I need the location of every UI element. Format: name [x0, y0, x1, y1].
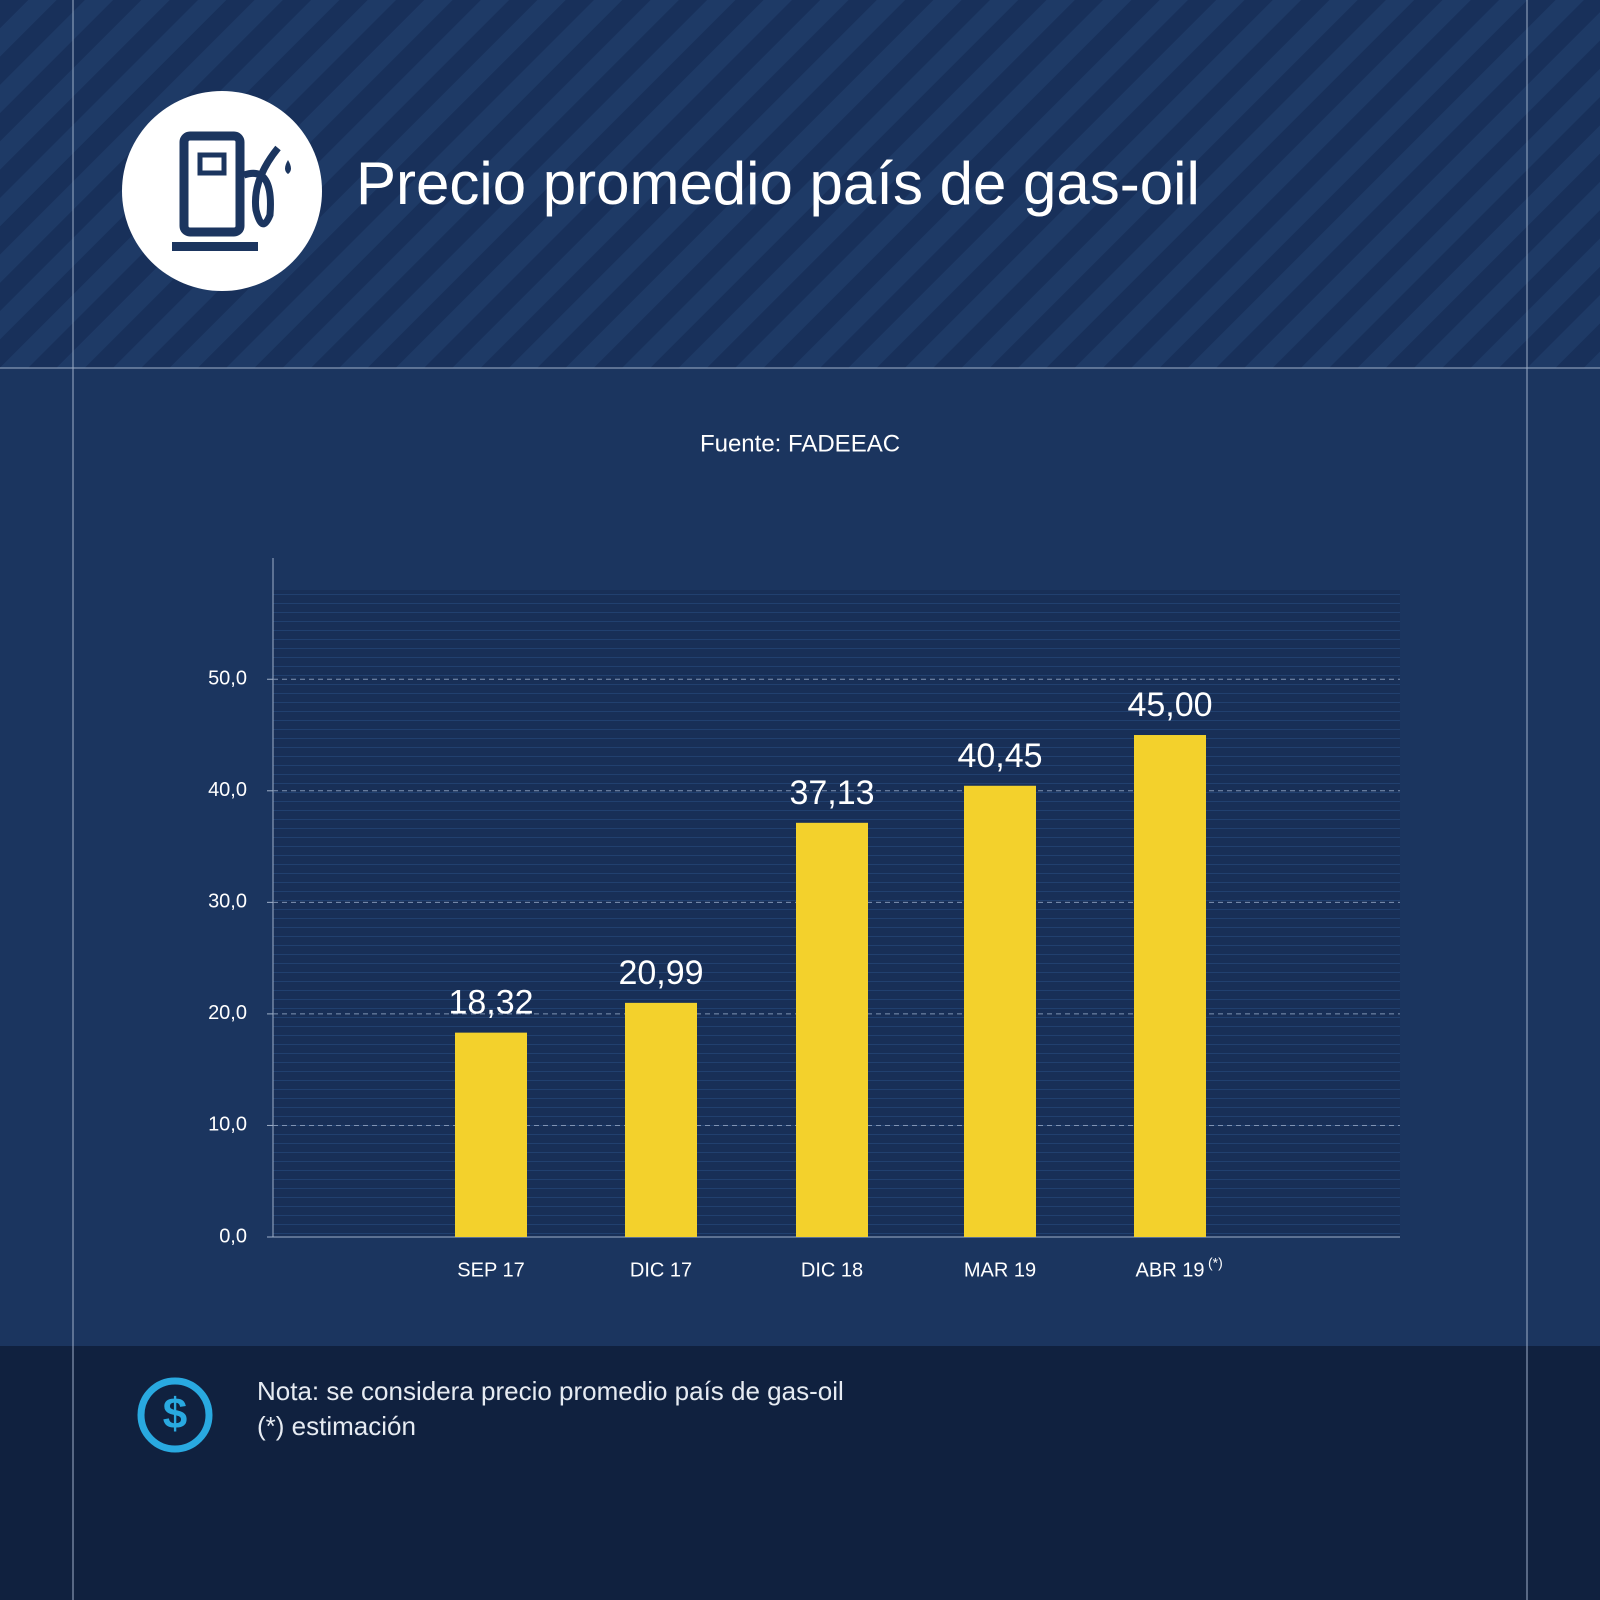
- dollar-icon: $: [137, 1377, 213, 1453]
- bar: [964, 785, 1036, 1237]
- source: Fuente: FADEEAC: [700, 430, 900, 457]
- y-tick-label: 40,0: [208, 779, 247, 801]
- category-mark: (*): [1208, 1255, 1223, 1271]
- fuel-icon: [122, 91, 322, 291]
- bar: [455, 1032, 527, 1237]
- y-tick-label: 30,0: [208, 891, 247, 913]
- value-label: 45,00: [1127, 686, 1212, 724]
- x-tick-label: DIC 17: [630, 1259, 692, 1281]
- title: Precio promedio país de gas-oil: [356, 150, 1200, 217]
- x-tick-label: DIC 18: [801, 1259, 863, 1281]
- y-tick-label: 0,0: [219, 1225, 247, 1247]
- note: (*) estimación: [257, 1411, 416, 1441]
- footer-band: [0, 1346, 1600, 1600]
- chart: 0,0 10,0 20,0 30,0 40,0 50,0 18,32 SEP 17 20,99 D…: [208, 558, 1400, 1281]
- y-tick-label: 10,0: [208, 1114, 247, 1136]
- value-label: 37,13: [789, 774, 874, 812]
- x-tick-label: MAR 19: [964, 1259, 1036, 1281]
- y-tick-label: 50,0: [208, 668, 247, 690]
- svg-text:$: $: [163, 1390, 187, 1439]
- bar: [1134, 735, 1206, 1237]
- value-label: 18,32: [448, 984, 533, 1022]
- value-label: 40,45: [957, 737, 1042, 775]
- note: Nota: se considera precio promedio país …: [257, 1376, 844, 1406]
- value-label: 20,99: [618, 954, 703, 992]
- bar: [796, 822, 868, 1237]
- y-tick-label: 20,0: [208, 1002, 247, 1024]
- bar: [625, 1002, 697, 1237]
- x-tick-label: SEP 17: [457, 1259, 524, 1281]
- x-tick-label: ABR 19: [1136, 1259, 1205, 1281]
